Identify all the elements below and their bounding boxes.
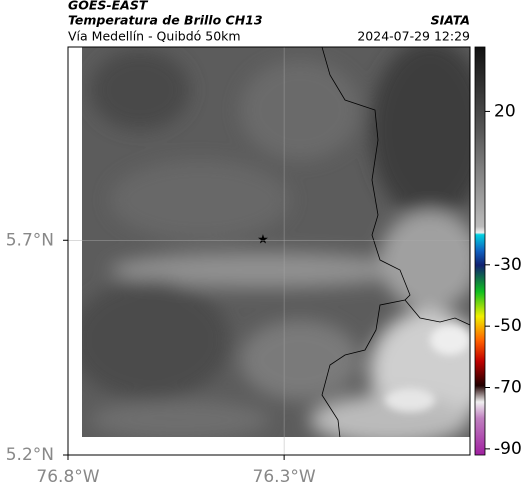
x-tick-label: 76.3°W <box>253 467 316 487</box>
map-frame <box>67 46 471 456</box>
source: SIATA <box>431 13 470 28</box>
title: GOES-EAST <box>68 0 149 13</box>
x-tick-label: 76.8°W <box>36 467 99 487</box>
colorbar-label: -70 <box>494 378 522 398</box>
satellite-image: ★ <box>82 47 470 437</box>
y-tick-label: 5.7°N <box>6 230 54 250</box>
y-tick-label: 5.2°N <box>6 445 54 465</box>
region: Vía Medellín - Quibdó 50km <box>68 29 241 44</box>
subtitle: Temperatura de Brillo CH13 <box>68 13 263 28</box>
colorbar-label: -90 <box>494 439 522 459</box>
timestamp: 2024-07-29 12:29 <box>357 29 470 44</box>
colorbar-label: 20 <box>494 101 516 121</box>
colorbar-label: -30 <box>494 255 522 275</box>
colorbar-label: -50 <box>494 316 522 336</box>
colorbar <box>474 46 486 456</box>
